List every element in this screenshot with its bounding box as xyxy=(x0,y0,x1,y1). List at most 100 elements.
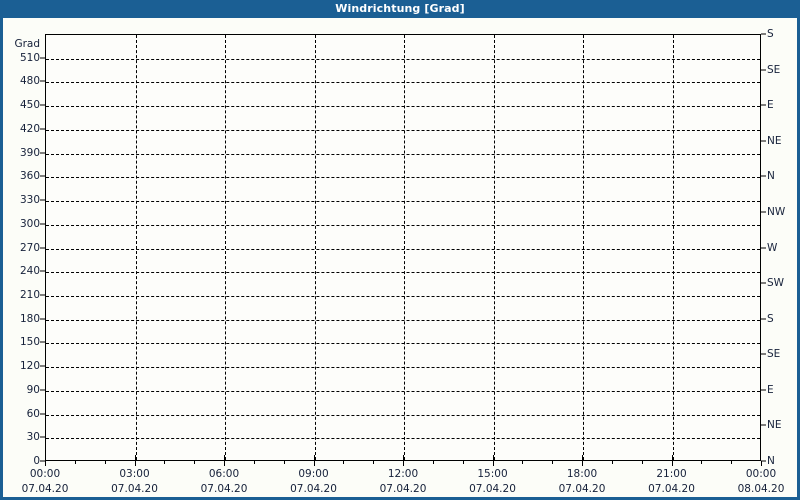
x-axis-tick-date: 07.04.20 xyxy=(200,483,248,495)
x-axis-tick-date: 07.04.20 xyxy=(469,483,516,495)
x-axis-major-tick xyxy=(224,461,225,466)
y-axis-left-tick-label: 360 xyxy=(19,170,40,183)
x-axis-major-tick xyxy=(45,461,46,466)
y-axis-left-tick-label: 60 xyxy=(26,407,40,420)
horizontal-gridline xyxy=(46,295,760,297)
vertical-gridline xyxy=(404,35,405,460)
y-axis-left-tick xyxy=(40,175,45,177)
y-axis-left-tick xyxy=(40,460,45,462)
plot-region: Grad 510 480 450 420 390 360 330 300 270 240 210 18… xyxy=(3,18,797,497)
x-axis-tick-label: 21:00 07.04.20 xyxy=(648,467,695,497)
horizontal-gridline xyxy=(46,177,760,179)
x-axis-minor-tick xyxy=(701,461,703,464)
y-axis-right-tick xyxy=(761,318,766,320)
y-axis-right-tick xyxy=(761,247,766,248)
x-axis-minor-tick xyxy=(104,461,106,464)
y-axis-left-tick-label: 510 xyxy=(19,51,40,64)
x-axis-tick-date: 07.04.20 xyxy=(21,483,69,495)
y-axis-left-tick-label: 300 xyxy=(19,217,40,230)
x-axis-tick-time: 18:00 xyxy=(566,468,598,480)
x-axis-tick-date: 08.04.20 xyxy=(737,483,785,495)
x-axis-minor-tick xyxy=(731,461,733,464)
vertical-gridline xyxy=(225,35,226,460)
x-axis-minor-tick xyxy=(611,461,613,464)
y-axis-right-tick-label: S xyxy=(767,312,774,325)
y-axis-right-tick-label: N xyxy=(767,170,775,183)
x-axis-minor-tick xyxy=(343,461,345,464)
horizontal-gridline xyxy=(46,58,760,60)
x-axis-minor-tick xyxy=(641,461,643,464)
y-axis-right-tick xyxy=(761,460,766,462)
window-title-bar: Windrichtung [Grad] xyxy=(3,0,797,18)
y-axis-left-tick-label: 390 xyxy=(19,146,40,159)
y-axis-right-tick xyxy=(761,211,766,213)
y-axis-left-tick xyxy=(40,199,45,201)
x-axis-major-tick-inner xyxy=(403,455,404,460)
x-axis-minor-tick xyxy=(462,461,464,464)
y-axis-right-tick-label: SE xyxy=(767,348,781,361)
y-axis-right-tick xyxy=(761,33,766,35)
horizontal-gridline xyxy=(46,201,760,203)
y-axis-left-tick xyxy=(40,57,45,59)
x-axis-major-tick-inner xyxy=(582,455,583,460)
x-axis-tick-time: 15:00 xyxy=(477,468,508,480)
y-axis-right-tick-label: NE xyxy=(767,419,782,432)
x-axis-tick-time: 12:00 xyxy=(387,468,419,480)
y-axis-right: S SE E NE N NW W SW S SE E NE N xyxy=(761,18,797,497)
x-axis-tick-label: 18:00 07.04.20 xyxy=(559,467,606,497)
vertical-gridline xyxy=(314,35,316,460)
y-axis-left-tick xyxy=(40,436,45,438)
y-axis-left-tick xyxy=(40,80,45,82)
x-axis-tick-date: 07.04.20 xyxy=(379,483,427,495)
vertical-gridline xyxy=(672,35,674,460)
x-axis-tick-label: 03:00 07.04.20 xyxy=(111,467,158,497)
x-axis-major-tick-inner xyxy=(134,455,136,460)
y-axis-left: Grad 510 480 450 420 390 360 330 300 270 240 210 18… xyxy=(3,18,45,497)
y-axis-left-tick xyxy=(40,294,45,296)
y-axis-left-tick-label: 150 xyxy=(19,336,40,349)
y-axis-right-tick xyxy=(761,69,766,71)
x-axis-minor-tick xyxy=(552,461,554,464)
y-axis-left-tick-label: 480 xyxy=(19,75,40,88)
horizontal-gridline xyxy=(46,224,760,226)
y-axis-left-tick-label: 420 xyxy=(19,122,40,135)
y-axis-left-tick xyxy=(40,318,45,320)
x-axis-major-tick xyxy=(761,461,762,466)
x-axis: 00:00 07.04.20 03:00 07.04.20 06:00 07.04.20 0… xyxy=(3,455,797,497)
horizontal-gridline xyxy=(46,343,760,345)
y-axis-left-tick xyxy=(40,389,45,391)
y-axis-left-tick-label: 30 xyxy=(26,431,40,444)
page-title: Windrichtung [Grad] xyxy=(335,2,465,15)
y-axis-left-tick xyxy=(40,413,45,415)
x-axis-major-tick-inner xyxy=(671,455,673,460)
y-axis-right-tick-label: N xyxy=(767,455,775,467)
y-axis-left-tick xyxy=(40,270,45,272)
horizontal-gridline xyxy=(46,319,760,321)
x-axis-minor-tick xyxy=(373,461,375,464)
y-axis-left-tick-label: 120 xyxy=(19,360,40,373)
y-axis-left-tick-label: 180 xyxy=(19,312,40,325)
x-axis-tick-time: 06:00 xyxy=(208,468,240,480)
y-axis-left-tick-label: 210 xyxy=(19,288,40,301)
x-axis-tick-label: 06:00 07.04.20 xyxy=(201,467,248,497)
x-axis-tick-label: 00:00 08.04.20 xyxy=(738,467,785,497)
x-axis-tick-date: 07.04.20 xyxy=(648,483,695,495)
y-axis-left-tick-label: 330 xyxy=(19,194,40,207)
x-axis-tick-time: 00:00 xyxy=(745,468,777,480)
horizontal-gridline xyxy=(46,82,760,84)
x-axis-minor-tick xyxy=(253,461,255,464)
y-axis-right-tick xyxy=(761,104,766,106)
y-axis-left-tick xyxy=(40,341,45,343)
y-axis-right-tick xyxy=(761,175,766,177)
y-axis-right-tick xyxy=(761,424,766,426)
x-axis-tick-label: 09:00 07.04.20 xyxy=(290,467,337,497)
y-axis-right-tick-label: NW xyxy=(767,205,786,218)
x-axis-tick-label: 15:00 07.04.20 xyxy=(469,467,516,497)
x-axis-minor-tick xyxy=(194,461,196,464)
y-axis-right-tick xyxy=(761,353,766,355)
horizontal-gridline xyxy=(46,390,760,392)
x-axis-tick-date: 07.04.20 xyxy=(111,483,158,495)
y-axis-left-tick xyxy=(40,365,45,367)
horizontal-gridline xyxy=(46,272,760,274)
y-axis-unit-label: Grad xyxy=(14,38,40,50)
